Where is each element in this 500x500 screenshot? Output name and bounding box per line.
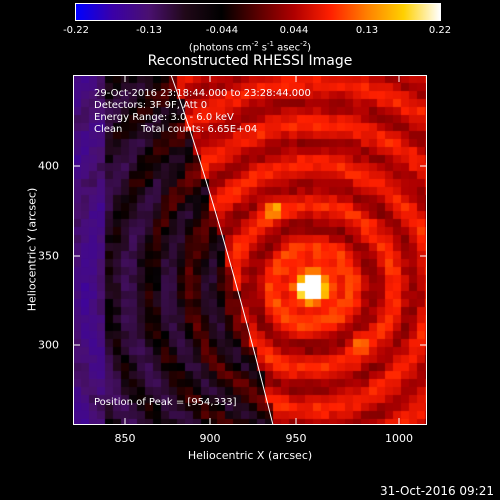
detectors-text: Detectors: 3F 9F, Att 0	[94, 100, 208, 111]
y-tick-label: 400	[38, 159, 59, 173]
x-tick-label: 900	[199, 432, 221, 445]
colorbar-tick: 0.13	[355, 25, 379, 36]
colorbar-tick: -0.22	[63, 25, 89, 36]
colorbar	[75, 3, 441, 21]
limb-overlay	[170, 75, 274, 425]
image-title: Reconstructed RHESSI Image	[147, 53, 353, 69]
y-tick-label: 300	[38, 338, 59, 352]
y-tick-label: 350	[38, 249, 59, 263]
time-range: 29-Oct-2016 23:18:44.000 to 23:28:44.000	[94, 88, 311, 99]
timestamp: 31-Oct-2016 09:21	[380, 484, 494, 498]
x-tick-label: 950	[285, 432, 307, 445]
colorbar-tick: 0.044	[279, 25, 309, 36]
peak-position: Position of Peak = [954,333]	[94, 397, 237, 408]
image-canvas	[73, 75, 427, 425]
solar-limb-line	[170, 75, 274, 425]
x-tick-label: 1000	[385, 432, 413, 445]
rhessi-image: 29-Oct-2016 23:18:44.000 to 23:28:44.000…	[73, 75, 427, 425]
x-axis-label: Heliocentric X (arcsec)	[187, 449, 313, 462]
total-counts: Total counts: 6.65E+04	[141, 124, 258, 135]
colorbar-tick: 0.22	[428, 25, 452, 36]
x-tick-label: 850	[114, 432, 136, 445]
clean-label: Clean	[94, 124, 123, 135]
colorbar-tick: -0.044	[205, 25, 239, 36]
y-axis-label: Heliocentric Y (arcsec)	[25, 187, 39, 312]
energy-range: Energy Range: 3.0 - 6.0 keV	[94, 112, 234, 123]
colorbar-units: (photons cm-2 s-1 asec-2)	[188, 40, 312, 54]
colorbar-tick: -0.13	[136, 25, 162, 36]
